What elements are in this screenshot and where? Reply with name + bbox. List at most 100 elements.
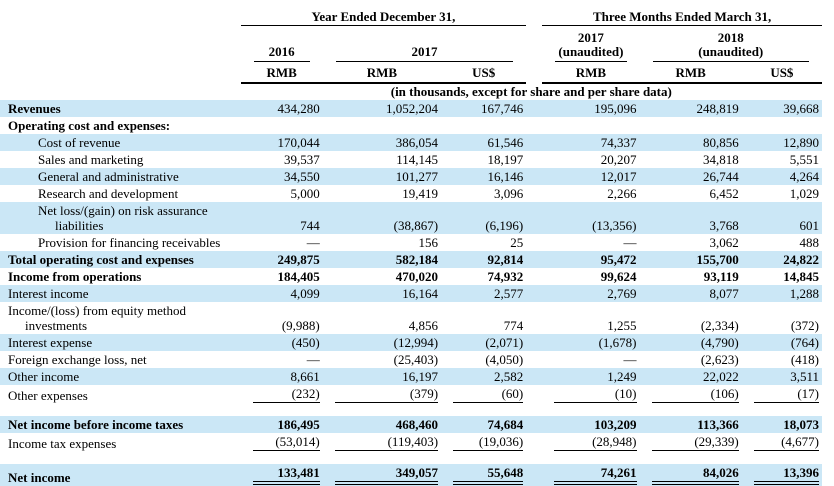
cell-value-text: 601: [799, 218, 820, 233]
table-body: Revenues 434,280 1,052,204 167,746 195,096 24…: [0, 100, 822, 486]
cell-value: 16,197: [323, 368, 441, 385]
currency-header: RMB: [542, 63, 640, 84]
row-label: Income tax expenses: [0, 433, 241, 452]
cell-value: 74,684: [441, 416, 526, 433]
cell-value-text: 4,099: [290, 286, 320, 301]
row-label-text: Interest income: [8, 286, 89, 301]
cell-value-text: (10): [554, 386, 637, 403]
table-row: Net income 133,481 349,057 55,648 74,261 84,0…: [0, 464, 822, 486]
cell-value: 170,044: [241, 134, 323, 151]
cell-value: 1,255: [542, 302, 639, 334]
cell-value-text: 3,768: [709, 218, 739, 233]
row-label-text: Foreign exchange loss, net: [8, 352, 147, 367]
cell-value-text: 248,819: [696, 101, 739, 116]
units-note-row: (in thousands, except for share and per …: [0, 83, 822, 100]
cell-value-text: 2,769: [607, 286, 637, 301]
gap-cell: [0, 404, 822, 416]
cell-value: 34,818: [640, 151, 742, 168]
cell-value-text: (60): [453, 386, 524, 403]
row-label: Research and development: [0, 185, 241, 202]
cell-value: 74,261: [542, 464, 639, 486]
cell-value-text: (25,403): [393, 352, 439, 367]
currency-header: US$: [441, 63, 527, 84]
row-label: General and administrative: [0, 168, 241, 185]
cell-value-text: —: [306, 235, 320, 250]
cell-value-text: 39,537: [284, 152, 320, 167]
row-label-text: Revenues: [8, 101, 61, 116]
cell-value-text: 93,119: [703, 269, 739, 284]
cell-value-text: 16,164: [402, 286, 439, 301]
column-gap: [526, 185, 542, 202]
cell-value: 99,624: [542, 268, 639, 285]
cell-value-text: (6,196): [485, 218, 524, 233]
cell-value-text: 61,546: [487, 135, 524, 150]
cell-value: 195,096: [542, 100, 639, 117]
cell-value-text: 101,277: [395, 169, 439, 184]
cell-value: 80,856: [640, 134, 742, 151]
col-group-title-three-months: Three Months Ended March 31,: [542, 0, 822, 26]
column-gap: [526, 202, 542, 234]
cell-value-text: (1,678): [598, 335, 637, 350]
year-sub: (unaudited): [558, 44, 624, 59]
row-label: Interest income: [0, 285, 241, 302]
cell-value: (12,994): [323, 334, 441, 351]
cell-value-text: 16,146: [487, 169, 524, 184]
cell-value-text: 39,668: [783, 101, 819, 116]
cell-value-text: (119,403): [334, 434, 439, 451]
cell-value: [542, 117, 639, 134]
cell-value-text: 55,648: [453, 465, 524, 485]
cell-value-text: 1,249: [607, 369, 637, 384]
row-label-text: Other income: [8, 369, 80, 384]
cell-value: 186,495: [241, 416, 323, 433]
table-row: Sales and marketing 39,537 114,145 18,197 20…: [0, 151, 822, 168]
column-gap: [526, 0, 542, 26]
row-label: Income/(loss) from equity method investme…: [0, 302, 241, 334]
gap-row: [0, 452, 822, 464]
table-row: Other income 8,661 16,197 2,582 1,249 22,022 3…: [0, 368, 822, 385]
row-label-text: General and administrative: [38, 169, 179, 184]
cell-value-text: [554, 132, 636, 133]
cell-value-text: (19,036): [453, 434, 524, 451]
cell-value: (19,036): [441, 433, 526, 452]
cell-value: (9,988): [241, 302, 323, 334]
year-label: 2018: [717, 30, 744, 45]
table-row: Other expenses (232) (379) (60) (10) (106) (17…: [0, 385, 822, 404]
cell-value-text: [253, 132, 320, 133]
column-gap: [526, 26, 542, 64]
cell-value: 8,661: [241, 368, 323, 385]
currency-header: RMB: [322, 63, 442, 84]
cell-value-text: 84,026: [651, 465, 739, 485]
header-empty-cell: [0, 0, 241, 26]
table-row: Interest expense (450) (12,994) (2,071) (1,6…: [0, 334, 822, 351]
column-gap: [526, 334, 542, 351]
cell-value-text: (12,994): [393, 335, 439, 350]
column-gap: [526, 134, 542, 151]
table-row: Total operating cost and expenses 249,875…: [0, 251, 822, 268]
cell-value: 13,396: [742, 464, 822, 486]
row-label: Income from operations: [0, 268, 241, 285]
row-label-text: Income tax expenses: [8, 436, 117, 451]
table-row: Net income before income taxes 186,495 468…: [0, 416, 822, 433]
cell-value: 3,511: [742, 368, 822, 385]
cell-value: (4,790): [640, 334, 742, 351]
cell-value: 774: [441, 302, 526, 334]
cell-value-text: 468,460: [395, 417, 439, 432]
column-gap: [526, 117, 542, 134]
cell-value-text: (379): [334, 386, 439, 403]
cell-value: (17): [742, 385, 822, 404]
year-label: 2016: [268, 44, 295, 59]
row-label-text: Net income before income taxes: [8, 417, 184, 432]
cell-value: 6,452: [640, 185, 742, 202]
cell-value: 248,819: [640, 100, 742, 117]
cell-value-text: (4,050): [485, 352, 524, 367]
year-label: 2017: [411, 44, 438, 59]
row-label-text: Research and development: [38, 186, 179, 201]
column-gap: [526, 234, 542, 251]
row-label-text: Sales and marketing: [38, 152, 144, 167]
cell-value: 22,022: [640, 368, 742, 385]
cell-value-text: 3,511: [790, 369, 819, 384]
cell-value-text: (372): [790, 318, 819, 333]
cell-value-text: (450): [291, 335, 320, 350]
cell-value: (13,356): [542, 202, 639, 234]
cell-value: 470,020: [323, 268, 441, 285]
